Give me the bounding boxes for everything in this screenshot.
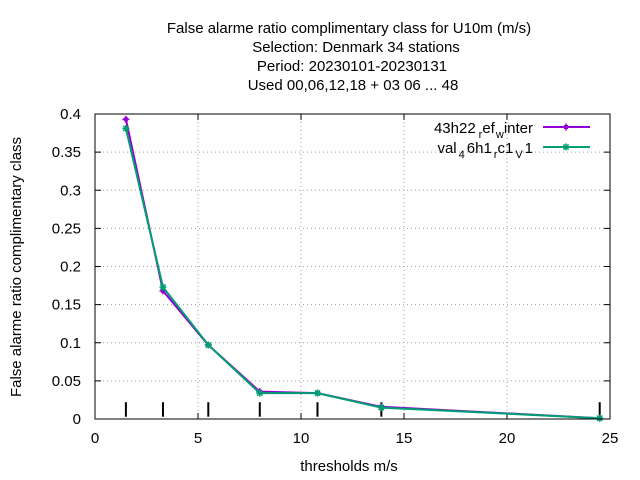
y-tick-label: 0.35 xyxy=(52,144,81,161)
y-axis-label: False alarme ratio complimentary class xyxy=(8,137,25,397)
marker-stroke xyxy=(159,283,167,291)
legend-marker-2 xyxy=(562,143,570,151)
title-line-1: False alarme ratio complimentary class f… xyxy=(167,20,531,37)
x-tick-label: 20 xyxy=(499,430,516,447)
legend-label-2-part-2: 4 xyxy=(459,149,465,161)
y-tick-label: 0.3 xyxy=(60,182,81,199)
series-2-point xyxy=(204,341,212,349)
marker-stroke xyxy=(256,389,263,397)
legend-entry-1: 43h22 refwinter xyxy=(434,120,590,141)
x-tick-label: 25 xyxy=(602,430,619,447)
legend-label-2-part-1: val xyxy=(437,140,456,157)
x-tick-label: 0 xyxy=(91,430,99,447)
legend-label-1-part-1: 43h22 xyxy=(434,120,476,137)
series-1-point xyxy=(122,115,130,123)
threshold-markers xyxy=(124,402,601,417)
legend: 43h22 refwinter val 4 6h1 rc1 V 1 xyxy=(434,120,590,161)
y-tick-label: 0 xyxy=(73,411,81,428)
legend-label-2-part-3: 6h1 xyxy=(467,140,492,157)
marker-stroke xyxy=(314,389,321,397)
legend-label-1-part-2: r xyxy=(479,129,483,141)
marker-core xyxy=(564,125,568,129)
y-tick-label: 0.05 xyxy=(52,373,81,390)
marker-core xyxy=(160,288,165,293)
x-tick-label: 5 xyxy=(194,430,202,447)
legend-marker-1 xyxy=(562,123,570,131)
legend-label-2-part-4: r xyxy=(494,149,498,161)
legend-label-2: val 4 6h1 rc1 V 1 xyxy=(437,140,533,161)
chart-title: False alarme ratio complimentary class f… xyxy=(167,20,531,94)
legend-label-2-part-6: V xyxy=(515,149,523,161)
series-lines xyxy=(122,115,604,422)
title-line-4: Used 00,06,12,18 + 03 06 ... 48 xyxy=(248,77,459,94)
legend-label-1-part-4: w xyxy=(495,129,504,141)
series-2 xyxy=(122,124,604,422)
y-axis-ticks: 0 0.05 0.1 0.15 0.2 0.25 0.3 0.35 0.4 xyxy=(52,106,610,428)
y-tick-label: 0.15 xyxy=(52,297,81,314)
title-line-3: Period: 20230101-20230131 xyxy=(257,58,447,75)
legend-label-2-part-7: 1 xyxy=(525,140,533,157)
y-tick-label: 0.2 xyxy=(60,259,81,276)
series-2-point xyxy=(122,124,130,132)
marker-stroke xyxy=(122,125,130,132)
marker-stroke xyxy=(562,143,570,151)
legend-label-1-part-3: ef xyxy=(482,120,495,137)
series-2-point xyxy=(313,389,321,397)
marker-stroke xyxy=(378,404,385,411)
y-tick-label: 0.25 xyxy=(52,220,81,237)
marker-stroke xyxy=(596,415,603,422)
series-2-point xyxy=(159,283,167,291)
x-tick-label: 10 xyxy=(293,430,310,447)
marker-stroke xyxy=(205,341,212,349)
series-2-point xyxy=(256,389,264,397)
legend-label-1-part-5: inter xyxy=(504,120,533,137)
y-tick-label: 0.4 xyxy=(60,106,81,123)
plot-frame xyxy=(94,113,611,420)
grid xyxy=(95,114,610,419)
legend-entry-2: val 4 6h1 rc1 V 1 xyxy=(437,140,590,161)
title-line-2: Selection: Denmark 34 stations xyxy=(252,39,460,56)
legend-label-1: 43h22 refwinter xyxy=(434,120,533,141)
marker-core xyxy=(123,117,128,122)
x-axis-label: thresholds m/s xyxy=(300,458,398,475)
y-tick-label: 0.1 xyxy=(60,335,81,352)
series-2-point xyxy=(596,414,604,422)
series-2-point xyxy=(377,404,385,412)
legend-label-2-part-5: c1 xyxy=(497,140,513,157)
x-tick-label: 15 xyxy=(396,430,413,447)
